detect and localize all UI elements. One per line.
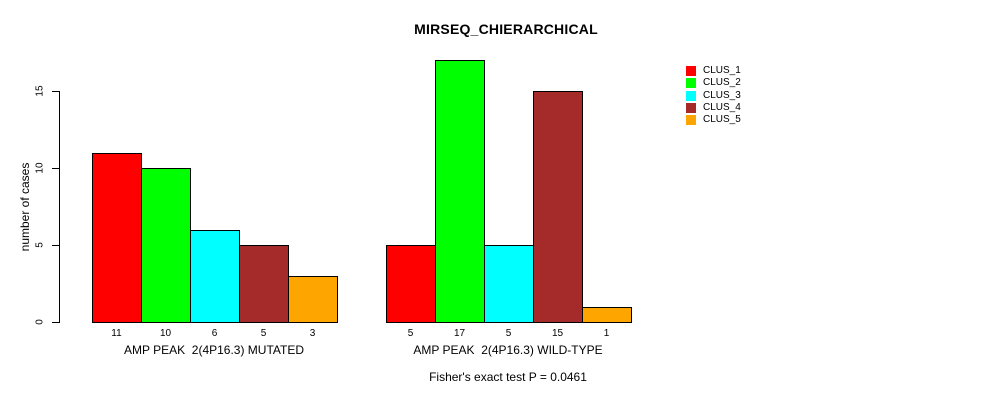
bar-value-label: 5 xyxy=(505,328,512,339)
bar-clus_5 xyxy=(288,276,338,323)
chart-title: MIRSEQ_CHIERARCHICAL xyxy=(414,21,598,37)
bar-clus_4 xyxy=(239,245,289,323)
bar-clus_2 xyxy=(141,168,191,323)
legend-swatch-clus_4 xyxy=(686,102,696,113)
legend-label-clus_4: CLUS_4 xyxy=(703,101,741,113)
legend-swatch-clus_5 xyxy=(686,115,696,126)
y-axis-tick-label: 5 xyxy=(34,242,46,248)
y-axis-tick-label: 15 xyxy=(34,85,46,97)
legend-label-clus_5: CLUS_5 xyxy=(703,114,741,126)
y-axis-tick-label: 10 xyxy=(34,162,46,174)
y-axis-tick xyxy=(52,322,59,323)
y-axis-line xyxy=(59,91,60,323)
legend-swatch-clus_3 xyxy=(686,90,696,101)
bar-value-label: 3 xyxy=(309,328,316,339)
bar-value-label: 5 xyxy=(260,328,267,339)
bar-clus_3 xyxy=(190,230,240,323)
bar-clus_1 xyxy=(386,245,436,323)
legend-swatch-clus_2 xyxy=(686,78,696,89)
y-axis-title: number of cases xyxy=(18,162,32,252)
bar-value-label: 6 xyxy=(211,328,218,339)
legend-swatch-clus_1 xyxy=(686,66,696,76)
y-axis-tick-label: 0 xyxy=(34,319,46,325)
bar-value-label: 1 xyxy=(603,328,610,339)
bar-clus_4 xyxy=(533,91,583,323)
bar-value-label: 15 xyxy=(551,328,564,339)
bar-value-label: 5 xyxy=(407,328,414,339)
group-label-wild-type: AMP PEAK 2(4P16.3) WILD-TYPE xyxy=(413,343,603,357)
legend-label-clus_1: CLUS_1 xyxy=(703,65,741,76)
bar-clus_1 xyxy=(92,153,142,323)
bar-clus_5 xyxy=(582,307,632,323)
y-axis-tick xyxy=(52,245,59,246)
group-label-mutated: AMP PEAK 2(4P16.3) MUTATED xyxy=(123,343,305,357)
legend-label-clus_3: CLUS_3 xyxy=(703,89,741,101)
y-axis-tick xyxy=(52,168,59,169)
bar-clus_3 xyxy=(484,245,534,323)
bar-value-label: 10 xyxy=(159,328,172,339)
bar-value-label: 11 xyxy=(111,328,122,339)
fisher-test-caption: Fisher's exact test P = 0.0461 xyxy=(429,370,587,384)
bar-value-label: 17 xyxy=(453,328,466,339)
y-axis-tick xyxy=(52,91,59,92)
bar-clus_2 xyxy=(435,60,485,323)
legend-label-clus_2: CLUS_2 xyxy=(703,77,741,89)
